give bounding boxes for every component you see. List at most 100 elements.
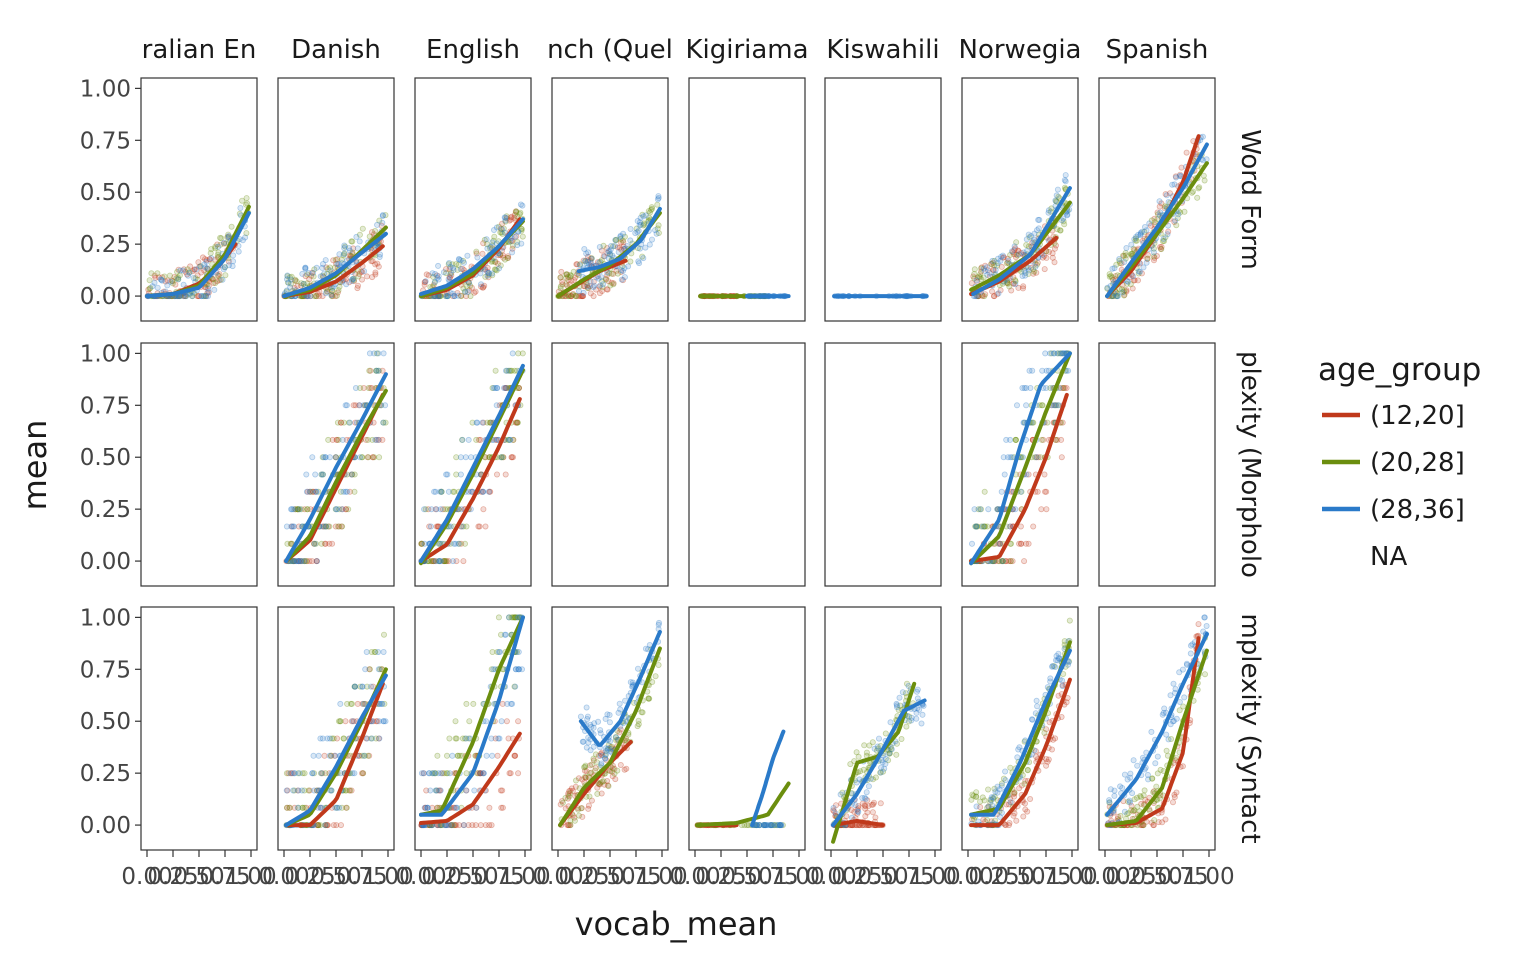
- scatter-point: [369, 454, 376, 461]
- scatter-point: [344, 700, 351, 707]
- scatter-point: [480, 770, 487, 777]
- scatter-point: [469, 419, 476, 426]
- scatter-point: [374, 221, 381, 228]
- scatter-point: [351, 471, 358, 478]
- scatter-point: [449, 752, 456, 759]
- scatter-point: [566, 788, 573, 795]
- scatter-point: [882, 755, 889, 762]
- scatter-point: [433, 506, 440, 513]
- scatter-point: [326, 264, 333, 271]
- scatter-point: [908, 717, 915, 724]
- scatter-point: [307, 488, 314, 495]
- scatter-point: [350, 275, 357, 282]
- scatter-point: [1007, 454, 1014, 461]
- scatter-point: [1049, 254, 1056, 261]
- scatter-point: [1161, 705, 1168, 712]
- scatter-point: [1179, 666, 1186, 673]
- scatter-point: [1043, 254, 1050, 261]
- scatter-point: [447, 263, 454, 270]
- scatter-point: [854, 810, 861, 817]
- scatter-point: [655, 194, 662, 201]
- scatter-point: [201, 267, 208, 274]
- scatter-point: [175, 274, 182, 281]
- scatter-point: [563, 271, 570, 278]
- scatter-point: [350, 278, 357, 285]
- scatter-point: [339, 523, 346, 530]
- scatter-point: [594, 759, 601, 766]
- scatter-point: [1039, 254, 1046, 261]
- scatter-point: [507, 770, 514, 777]
- scatter-point: [1140, 264, 1147, 271]
- scatter-point: [381, 700, 388, 707]
- scatter-point: [322, 523, 329, 530]
- scatter-point: [517, 209, 524, 216]
- scatter-point: [1005, 257, 1012, 264]
- scatter-point: [1054, 657, 1061, 664]
- scatter-point: [324, 822, 331, 829]
- scatter-point: [843, 813, 850, 820]
- scatter-point: [776, 822, 783, 829]
- scatter-point: [175, 276, 182, 283]
- scatter-point: [341, 242, 348, 249]
- scatter-point: [578, 805, 585, 812]
- scatter-point: [190, 274, 197, 281]
- scatter-point: [1148, 819, 1155, 826]
- scatter-point: [1138, 800, 1145, 807]
- scatter-point: [588, 761, 595, 768]
- scatter-point: [1022, 272, 1029, 279]
- scatter-point: [486, 488, 493, 495]
- scatter-point: [986, 269, 993, 276]
- scatter-point: [373, 350, 380, 357]
- scatter-point: [620, 230, 627, 237]
- panel-border: [277, 77, 395, 322]
- scatter-point: [1053, 198, 1060, 205]
- scatter-point: [1059, 419, 1066, 426]
- scatter-point: [595, 752, 602, 759]
- scatter-point: [443, 822, 450, 829]
- scatter-point: [577, 261, 584, 268]
- scatter-point: [421, 540, 428, 547]
- scatter-point: [877, 800, 884, 807]
- scatter-point: [1012, 245, 1019, 252]
- scatter-point: [857, 768, 864, 775]
- scatter-point: [351, 683, 358, 690]
- scatter-point: [306, 558, 313, 565]
- scatter-point: [295, 770, 302, 777]
- scatter-point: [1132, 237, 1139, 244]
- scatter-point: [584, 283, 591, 290]
- scatter-point: [1021, 558, 1028, 565]
- scatter-point: [875, 745, 882, 752]
- scatter-point: [506, 436, 513, 443]
- scatter-point: [295, 558, 302, 565]
- scatter-point: [572, 293, 579, 300]
- x-tick-label: 1.00: [636, 864, 687, 890]
- scatter-point: [1017, 540, 1024, 547]
- scatter-point: [420, 770, 427, 777]
- scatter-point: [1016, 785, 1023, 792]
- scatter-point: [457, 454, 464, 461]
- scatter-point: [184, 266, 191, 273]
- scatter-point: [920, 702, 927, 709]
- scatter-point: [1053, 402, 1060, 409]
- scatter-point: [164, 277, 171, 284]
- y-tick-label: 0.25: [80, 232, 131, 258]
- smooth-line-g28_36: [284, 673, 388, 828]
- scatter-point: [312, 471, 319, 478]
- panel-border: [688, 606, 806, 851]
- scatter-point: [612, 236, 619, 243]
- scatter-point: [429, 770, 436, 777]
- scatter-point: [893, 740, 900, 747]
- scatter-point: [863, 749, 870, 756]
- scatter-point: [435, 276, 442, 283]
- scatter-point: [1062, 178, 1069, 185]
- smooth-line-g28_36: [145, 211, 251, 299]
- scatter-point: [1144, 771, 1151, 778]
- scatter-point: [1126, 797, 1133, 804]
- scatter-point: [180, 266, 187, 273]
- scatter-point: [1004, 279, 1011, 286]
- scatter-point: [359, 700, 366, 707]
- scatter-point: [585, 284, 592, 291]
- scatter-point: [418, 540, 425, 547]
- x-tick-label: 0.50: [994, 864, 1045, 890]
- scatter-point: [1124, 811, 1131, 818]
